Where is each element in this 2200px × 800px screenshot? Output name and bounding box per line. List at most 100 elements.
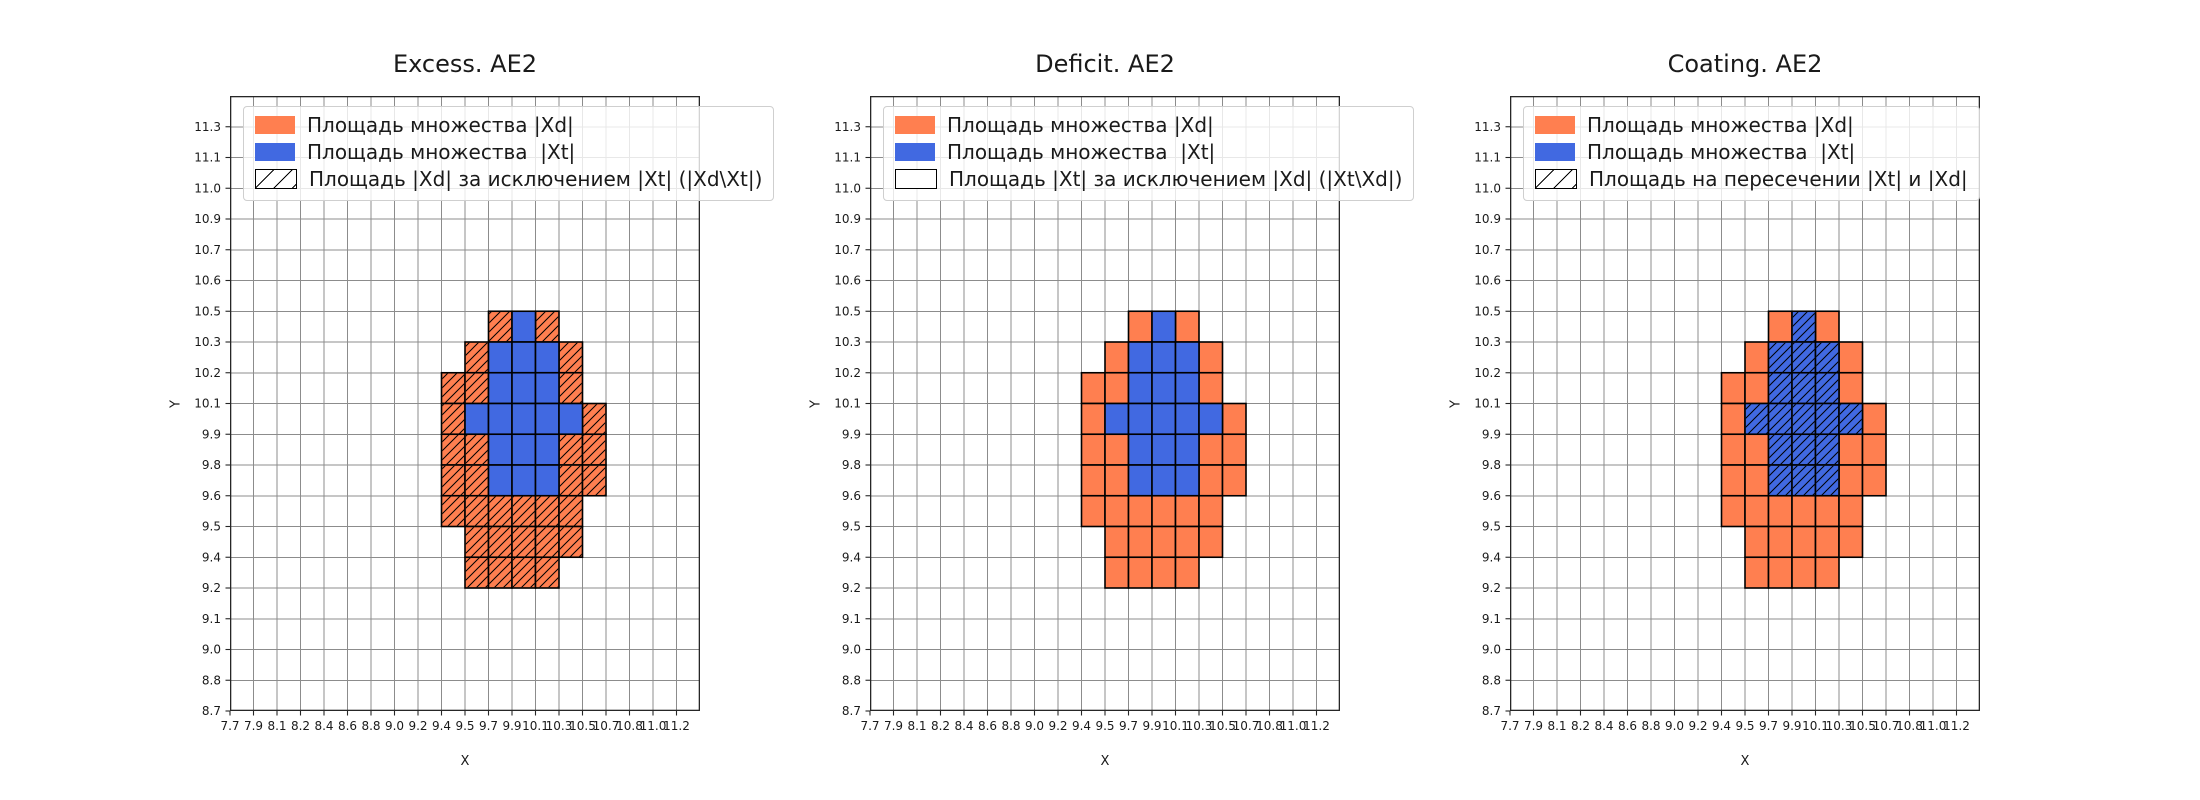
svg-text:10.1: 10.1 <box>522 719 549 733</box>
svg-text:8.6: 8.6 <box>1618 719 1637 733</box>
svg-text:8.2: 8.2 <box>1571 719 1590 733</box>
svg-text:8.1: 8.1 <box>1547 719 1566 733</box>
legend-item: Площадь множества |Xd| <box>255 113 762 137</box>
svg-text:9.2: 9.2 <box>202 581 221 595</box>
svg-text:9.7: 9.7 <box>479 719 498 733</box>
svg-text:9.7: 9.7 <box>1759 719 1778 733</box>
svg-text:8.7: 8.7 <box>202 704 221 718</box>
legend-item: Площадь множества |Xd| <box>895 113 1402 137</box>
svg-text:10.5: 10.5 <box>194 304 221 318</box>
svg-text:9.2: 9.2 <box>1048 719 1067 733</box>
svg-text:11.2: 11.2 <box>1303 719 1330 733</box>
svg-text:9.9: 9.9 <box>842 427 861 441</box>
legend-swatch-xd <box>895 116 935 134</box>
svg-text:9.5: 9.5 <box>1095 719 1114 733</box>
legend-label: Площадь множества |Xt| <box>307 140 576 164</box>
svg-text:9.0: 9.0 <box>1025 719 1044 733</box>
svg-text:10.8: 10.8 <box>1896 719 1923 733</box>
legend: Площадь множества |Xd| Площадь множества… <box>243 106 775 201</box>
svg-text:10.3: 10.3 <box>1474 335 1501 349</box>
svg-text:9.6: 9.6 <box>842 489 861 503</box>
svg-text:8.8: 8.8 <box>202 673 221 687</box>
svg-text:11.3: 11.3 <box>834 120 861 134</box>
svg-text:10.6: 10.6 <box>834 274 861 288</box>
svg-text:8.6: 8.6 <box>978 719 997 733</box>
y-axis-label: Y <box>168 399 184 408</box>
svg-text:8.1: 8.1 <box>267 719 286 733</box>
svg-text:11.0: 11.0 <box>1280 719 1307 733</box>
svg-text:11.3: 11.3 <box>194 120 221 134</box>
svg-text:7.9: 7.9 <box>884 719 903 733</box>
svg-text:9.6: 9.6 <box>202 489 221 503</box>
legend-swatch-xt <box>1535 143 1575 161</box>
svg-text:9.5: 9.5 <box>455 719 474 733</box>
svg-text:8.7: 8.7 <box>1482 704 1501 718</box>
legend-item: Площадь множества |Xt| <box>895 140 1402 164</box>
svg-text:9.9: 9.9 <box>502 719 521 733</box>
svg-text:10.1: 10.1 <box>1162 719 1189 733</box>
svg-text:8.4: 8.4 <box>1594 719 1613 733</box>
svg-text:8.4: 8.4 <box>314 719 333 733</box>
svg-text:9.8: 9.8 <box>202 458 221 472</box>
legend-item: Площадь |Xd| за исключением |Xt| (|Xd\Xt… <box>255 167 763 191</box>
svg-text:8.8: 8.8 <box>842 673 861 687</box>
svg-text:10.5: 10.5 <box>1849 719 1876 733</box>
svg-text:10.5: 10.5 <box>834 304 861 318</box>
legend-swatch-xt <box>255 143 295 161</box>
legend-label: Площадь множества |Xt| <box>947 140 1216 164</box>
svg-text:10.8: 10.8 <box>616 719 643 733</box>
svg-text:8.7: 8.7 <box>842 704 861 718</box>
svg-text:10.3: 10.3 <box>834 335 861 349</box>
svg-text:10.3: 10.3 <box>1826 719 1853 733</box>
svg-text:8.8: 8.8 <box>1482 673 1501 687</box>
svg-text:10.1: 10.1 <box>1802 719 1829 733</box>
plot-area: 7.7 7.9 8.1 8.2 8.4 8.6 8.8 9.0 9.2 9.4 9.5 9.7 9.9 1… <box>194 95 775 733</box>
legend-item: Площадь на пересечении |Xt| и |Xd| <box>1535 167 1968 191</box>
svg-text:9.4: 9.4 <box>432 719 451 733</box>
svg-text:9.1: 9.1 <box>842 612 861 626</box>
svg-text:9.9: 9.9 <box>1482 427 1501 441</box>
svg-text:10.2: 10.2 <box>194 366 221 380</box>
x-axis-label: X <box>1100 754 1110 769</box>
svg-text:9.4: 9.4 <box>842 550 861 564</box>
svg-text:9.1: 9.1 <box>202 612 221 626</box>
svg-text:8.1: 8.1 <box>907 719 926 733</box>
svg-text:9.0: 9.0 <box>202 643 221 657</box>
svg-text:11.0: 11.0 <box>1920 719 1947 733</box>
legend-label: Площадь множества |Xd| <box>947 113 1214 137</box>
svg-text:9.2: 9.2 <box>1688 719 1707 733</box>
svg-text:10.7: 10.7 <box>1474 243 1501 257</box>
svg-text:9.2: 9.2 <box>408 719 427 733</box>
plot-title: Excess. AE2 <box>392 50 538 78</box>
svg-text:9.5: 9.5 <box>202 520 221 534</box>
svg-text:11.3: 11.3 <box>1474 120 1501 134</box>
svg-text:9.5: 9.5 <box>1735 719 1754 733</box>
svg-text:9.0: 9.0 <box>1482 643 1501 657</box>
svg-text:7.9: 7.9 <box>244 719 263 733</box>
svg-text:7.7: 7.7 <box>220 719 239 733</box>
svg-text:10.6: 10.6 <box>194 274 221 288</box>
svg-text:8.2: 8.2 <box>291 719 310 733</box>
svg-text:9.9: 9.9 <box>1782 719 1801 733</box>
svg-text:9.0: 9.0 <box>385 719 404 733</box>
legend-label: Площадь на пересечении |Xt| и |Xd| <box>1589 167 1968 191</box>
svg-text:9.5: 9.5 <box>842 520 861 534</box>
plot-area: 7.7 7.9 8.1 8.2 8.4 8.6 8.8 9.0 9.2 9.4 9.5 9.7 9.9 1… <box>834 95 1415 733</box>
svg-text:9.5: 9.5 <box>1482 520 1501 534</box>
plot-title: Coating. AE2 <box>1667 50 1823 78</box>
svg-text:10.8: 10.8 <box>1256 719 1283 733</box>
y-axis-label: Y <box>808 399 824 408</box>
svg-text:10.3: 10.3 <box>1186 719 1213 733</box>
svg-text:10.1: 10.1 <box>194 397 221 411</box>
subplot-excess: Excess. AE2 Y 7.7 7.9 8.1 8.2 8.4 8.6 8.8 9.0 9.… <box>168 50 775 769</box>
plot-area: 7.7 7.9 8.1 8.2 8.4 8.6 8.8 9.0 9.2 9.4 9.5 9.7 9.9 1… <box>1474 95 1981 733</box>
svg-text:10.6: 10.6 <box>1474 274 1501 288</box>
svg-text:11.0: 11.0 <box>1474 181 1501 195</box>
legend-swatch-xd <box>255 116 295 134</box>
svg-text:10.7: 10.7 <box>834 243 861 257</box>
svg-text:9.4: 9.4 <box>1072 719 1091 733</box>
svg-text:9.2: 9.2 <box>1482 581 1501 595</box>
svg-text:11.2: 11.2 <box>1943 719 1970 733</box>
legend-label: Площадь |Xd| за исключением |Xt| (|Xd\Xt… <box>309 167 763 191</box>
